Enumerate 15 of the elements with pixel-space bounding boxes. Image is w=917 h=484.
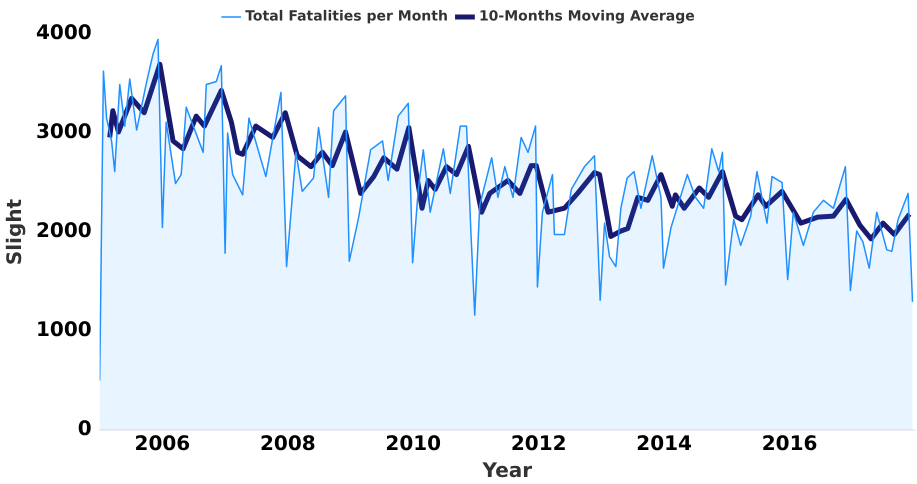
x-tick-label: 2008 [260,431,316,456]
legend-label: 10-Months Moving Average [478,8,695,25]
x-tick-label: 2014 [636,431,692,456]
y-axis-title: Slight [2,198,26,266]
x-axis-title: Year [482,458,532,482]
legend-label: Total Fatalities per Month [245,8,448,25]
x-tick-label: 2012 [510,431,567,456]
x-tick-label: 2010 [385,431,442,456]
x-tick-label: 2016 [762,431,818,456]
x-tick-label: 2006 [134,431,190,456]
y-tick-label: 2000 [36,218,92,242]
y-tick-label: 1000 [36,317,92,342]
y-tick-label: 4000 [36,20,92,44]
y-tick-label: 0 [78,416,92,440]
y-tick-label: 3000 [36,119,92,144]
